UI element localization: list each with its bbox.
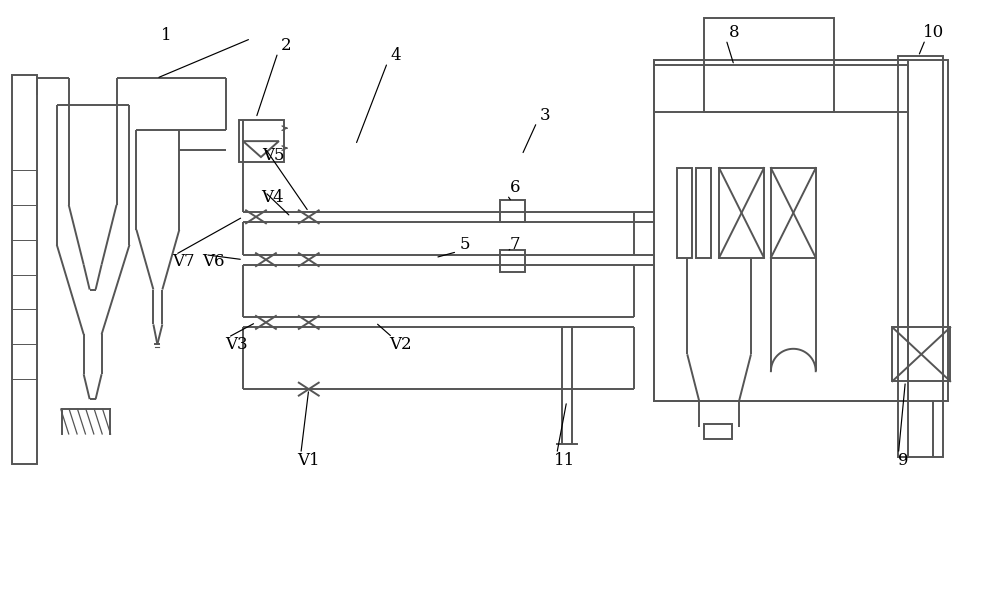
Text: 10: 10	[923, 24, 944, 41]
Bar	[239, 120, 284, 162]
Bar	[500, 250, 525, 271]
Bar	[771, 168, 816, 258]
Bar	[704, 424, 732, 439]
Text: 11: 11	[554, 452, 575, 470]
Text: V3: V3	[225, 336, 247, 353]
Text: 2: 2	[281, 37, 291, 54]
Bar	[704, 17, 834, 112]
Bar	[500, 200, 525, 222]
Bar	[696, 168, 711, 258]
Text: V7: V7	[172, 253, 195, 270]
Text: V5: V5	[262, 147, 284, 164]
Bar	[654, 60, 948, 401]
Text: 3: 3	[540, 107, 550, 124]
Bar	[12, 75, 37, 464]
Text: V2: V2	[389, 336, 412, 353]
Text: 1: 1	[161, 27, 172, 44]
Text: 8: 8	[729, 24, 739, 41]
Bar	[892, 328, 950, 381]
Text: 5: 5	[460, 236, 470, 253]
Text: 9: 9	[898, 452, 909, 470]
Text: 7: 7	[510, 236, 520, 253]
Bar	[677, 168, 692, 258]
Bar	[898, 56, 943, 457]
Text: V4: V4	[262, 189, 284, 207]
Text: 6: 6	[510, 180, 520, 196]
Text: V6: V6	[202, 253, 224, 270]
Bar	[719, 168, 764, 258]
Text: V1: V1	[297, 452, 320, 470]
Text: 4: 4	[390, 47, 401, 64]
Bar	[654, 60, 908, 401]
